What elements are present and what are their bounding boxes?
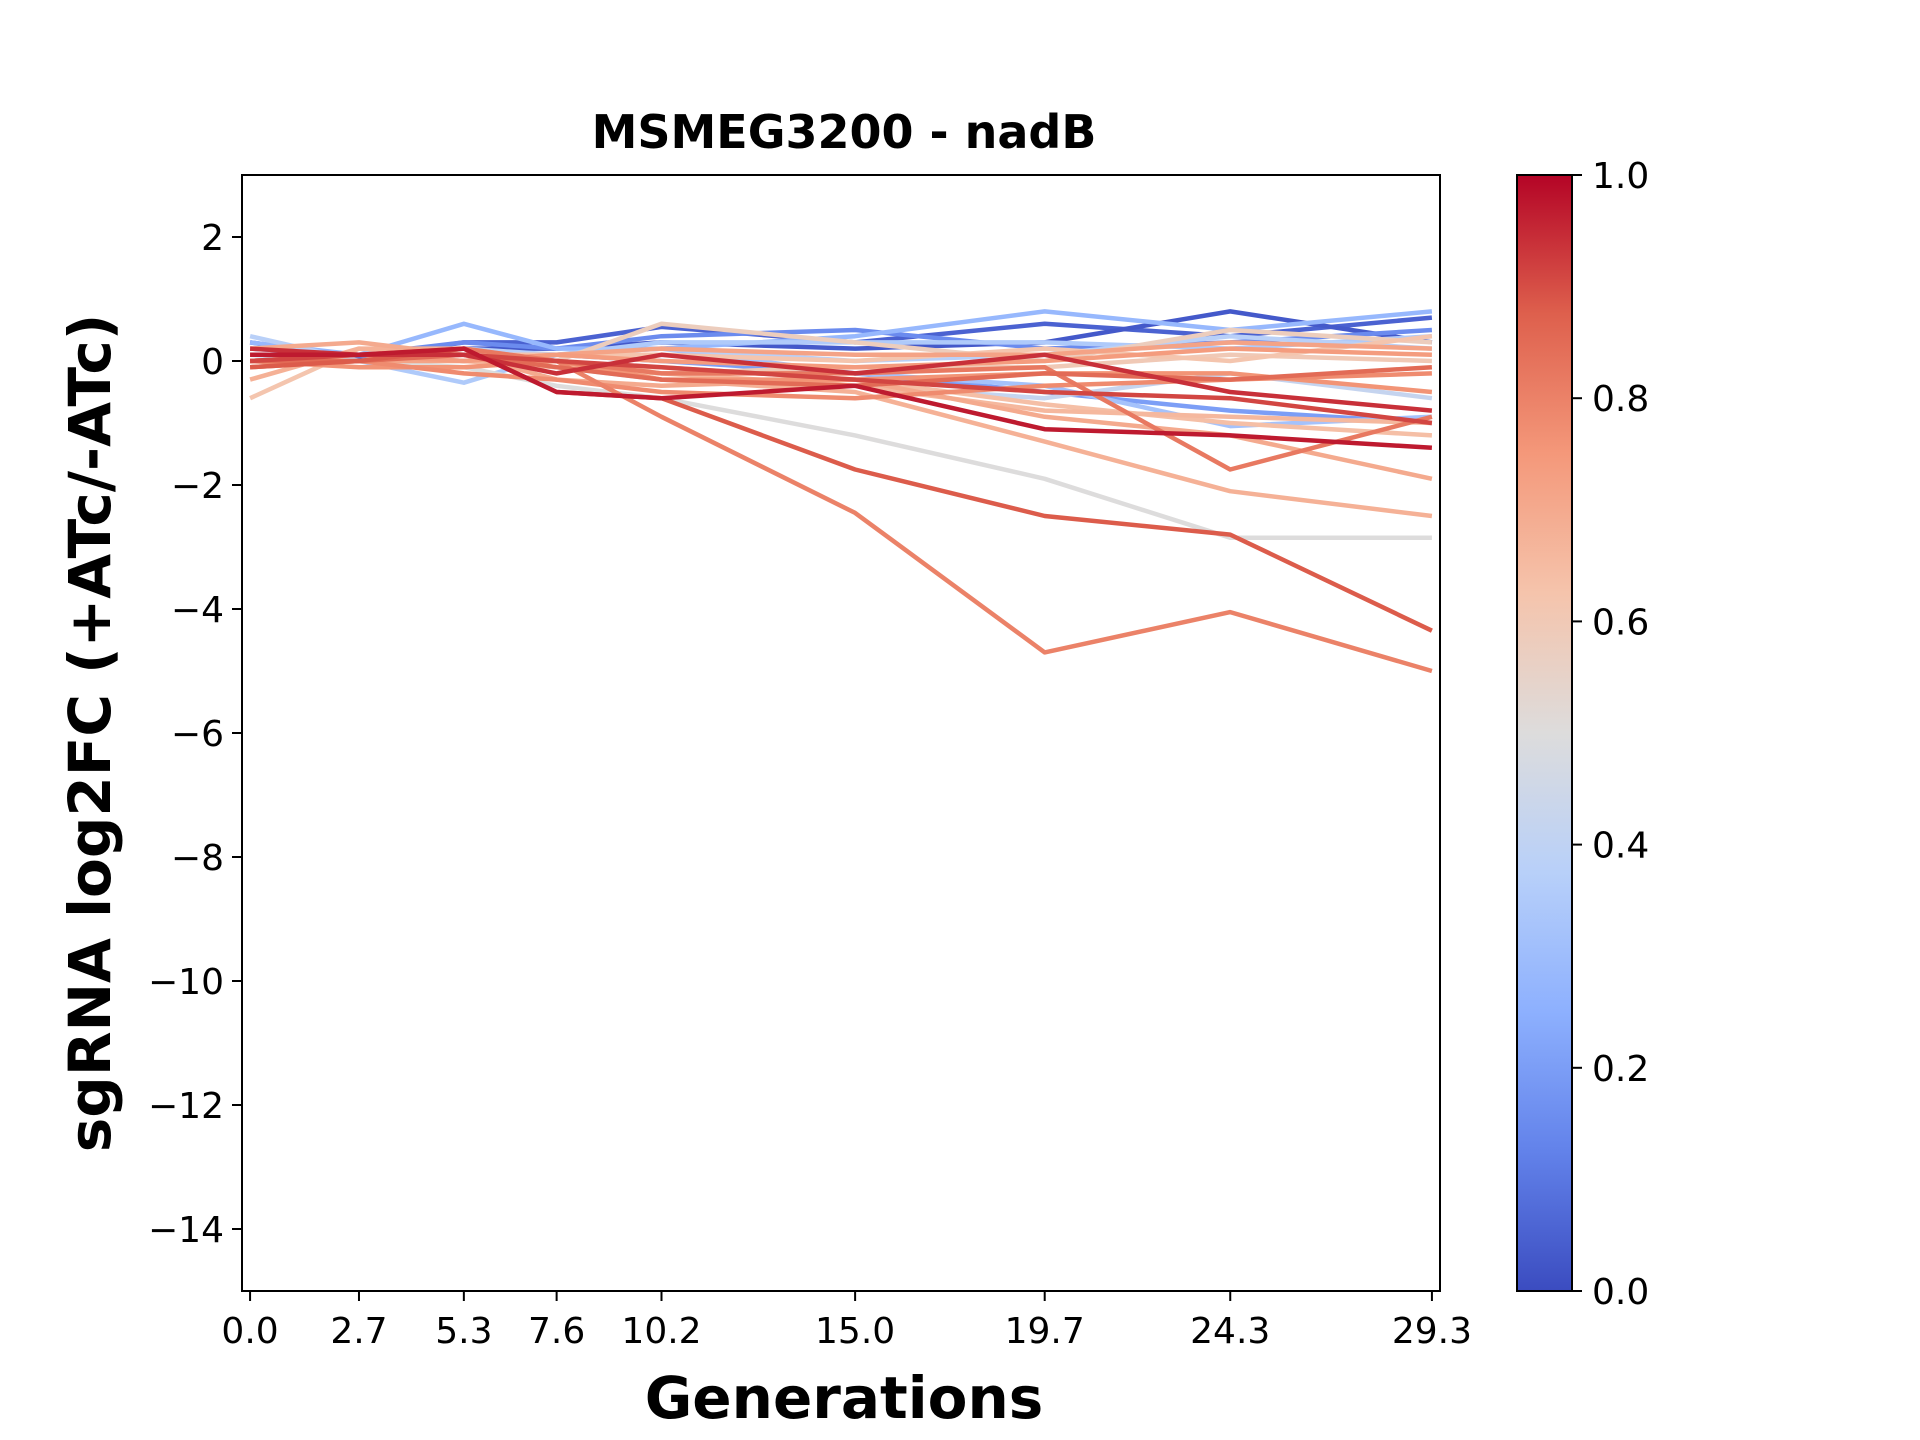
y-tick-label: 2 bbox=[201, 218, 224, 259]
plot-area bbox=[249, 309, 1433, 674]
y-tick-label: −12 bbox=[148, 1086, 224, 1127]
colorbar bbox=[1516, 174, 1573, 1292]
colorbar-tick-label: 1.0 bbox=[1592, 156, 1649, 197]
x-tick-label: 15.0 bbox=[815, 1311, 895, 1352]
y-tick-label: −2 bbox=[171, 466, 224, 507]
colorbar-tick-label: 0.8 bbox=[1592, 379, 1649, 420]
chart-title: MSMEG3200 - nadB bbox=[592, 105, 1097, 159]
x-axis-label: Generations bbox=[645, 1364, 1044, 1432]
x-tick-label: 5.3 bbox=[435, 1311, 492, 1352]
y-tick-label: −8 bbox=[171, 838, 224, 879]
y-tick-label: −6 bbox=[171, 714, 224, 755]
colorbar-tick-label: 0.6 bbox=[1592, 602, 1649, 643]
x-tick-label: 10.2 bbox=[621, 1311, 701, 1352]
y-axis-label: sgRNA log2FC (+ATc/-ATc) bbox=[56, 314, 124, 1152]
y-tick-label: 0 bbox=[201, 342, 224, 383]
x-axis: 0.0 2.7 5.3 7.6 10.2 15.0 19.7 24.3 29.3 bbox=[221, 1291, 1472, 1352]
y-tick-label: −4 bbox=[171, 590, 224, 631]
series-line-17 bbox=[249, 340, 1433, 481]
y-tick-label: −10 bbox=[148, 962, 224, 1003]
colorbar-tick-label: 0.0 bbox=[1592, 1272, 1649, 1313]
colorbar-axis: 0.0 0.2 0.4 0.6 0.8 1.0 bbox=[1572, 156, 1649, 1313]
colorbar-tick-label: 0.2 bbox=[1592, 1049, 1649, 1090]
x-tick-label: 0.0 bbox=[221, 1311, 278, 1352]
x-tick-label: 24.3 bbox=[1190, 1311, 1270, 1352]
series-line-28 bbox=[250, 346, 1433, 451]
x-tick-label: 2.7 bbox=[330, 1311, 387, 1352]
x-tick-label: 29.3 bbox=[1392, 1311, 1472, 1352]
y-tick-label: −14 bbox=[148, 1210, 224, 1251]
x-tick-label: 19.7 bbox=[1005, 1311, 1085, 1352]
colorbar-tick-label: 0.4 bbox=[1592, 826, 1649, 867]
y-axis: 2 0 −2 −4 −6 −8 −10 −12 −14 bbox=[148, 218, 242, 1251]
x-tick-label: 7.6 bbox=[528, 1311, 585, 1352]
